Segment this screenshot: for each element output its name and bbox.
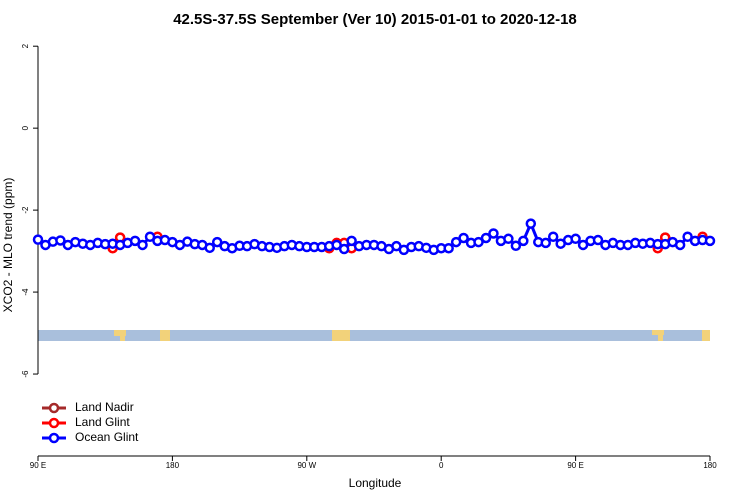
- point: [144, 231, 156, 243]
- point: [129, 235, 141, 247]
- x-axis-label: Longitude: [349, 476, 402, 490]
- point: [547, 231, 559, 243]
- legend-label: Ocean Glint: [75, 430, 139, 444]
- point: [137, 239, 148, 251]
- x-tick-label: 90 E: [30, 461, 46, 470]
- point: [32, 234, 44, 245]
- point: [518, 235, 529, 247]
- legend-label: Land Glint: [75, 415, 130, 429]
- point: [473, 236, 484, 248]
- point: [704, 235, 716, 247]
- y-tick-label: -4: [21, 288, 30, 296]
- x-tick-label: 180: [166, 461, 180, 470]
- y-tick-label: -2: [21, 206, 30, 214]
- x-tick-label: 180: [703, 461, 717, 470]
- point: [510, 240, 522, 252]
- point: [450, 236, 462, 248]
- legend-marker: [48, 432, 60, 444]
- point: [331, 239, 342, 251]
- point: [503, 233, 514, 245]
- point: [674, 239, 686, 251]
- point: [204, 242, 215, 254]
- point: [338, 243, 350, 255]
- point: [592, 234, 604, 246]
- y-tick-label: -6: [21, 370, 30, 378]
- point: [480, 232, 492, 244]
- point: [488, 228, 499, 239]
- x-tick-label: 0: [439, 461, 444, 470]
- y-tick-label: 0: [21, 125, 30, 130]
- y-tick-label: 2: [21, 43, 30, 48]
- point: [443, 242, 454, 254]
- y-axis-label: XCO2 - MLO trend (ppm): [1, 178, 15, 313]
- point: [682, 231, 693, 243]
- point: [211, 236, 223, 248]
- point: [525, 218, 537, 229]
- point: [55, 235, 66, 246]
- x-tick-label: 90 W: [297, 461, 316, 470]
- legend-marker: [48, 402, 60, 414]
- point: [346, 235, 357, 247]
- legend-marker: [48, 417, 60, 429]
- point: [458, 232, 469, 244]
- x-tick-label: 90 E: [567, 461, 583, 470]
- point: [540, 237, 551, 249]
- point: [577, 239, 589, 251]
- point: [570, 233, 581, 245]
- legend-label: Land Nadir: [75, 400, 134, 414]
- chart-title: 42.5S-37.5S September (Ver 10) 2015-01-0…: [173, 11, 577, 28]
- land-ocean-strip: [38, 330, 710, 341]
